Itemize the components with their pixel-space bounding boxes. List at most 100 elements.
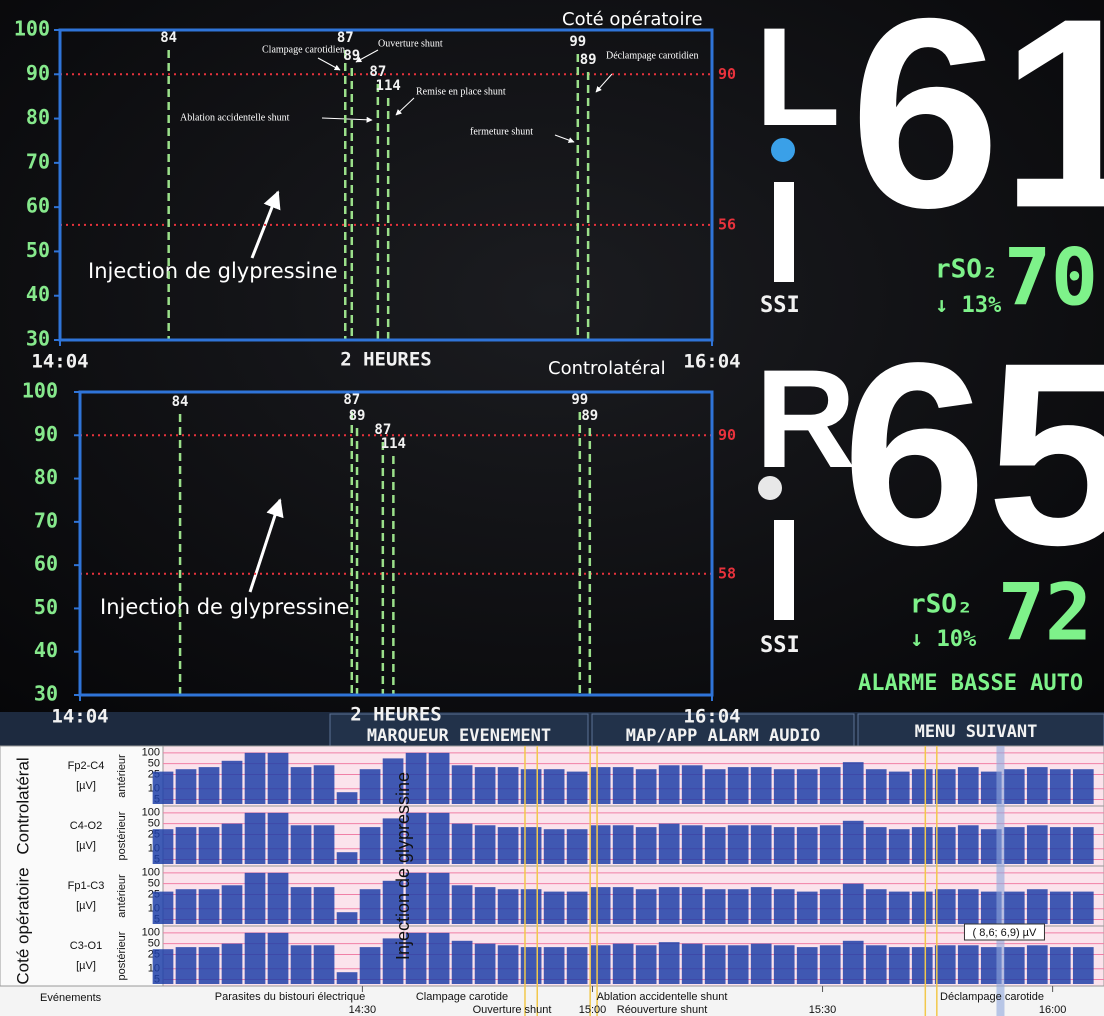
menu-button[interactable]	[857, 713, 1104, 747]
eeg-amplitude	[704, 945, 726, 984]
eeg-amplitude	[474, 825, 496, 864]
eeg-amplitude	[198, 767, 220, 804]
eeg-amplitude	[198, 827, 220, 864]
x-tick-label: 15:30	[809, 1004, 837, 1016]
eeg-amplitude	[727, 767, 749, 804]
eeg-amplitude	[451, 885, 473, 924]
chart-title: Coté opératoire	[562, 9, 703, 30]
eeg-amplitude	[1003, 891, 1025, 924]
channel-name: Fp2-C4	[68, 760, 105, 772]
cursor-tooltip-box	[963, 923, 1045, 941]
eeg-amplitude	[267, 812, 289, 864]
y-tick-label: 80	[26, 105, 50, 129]
eeg-amplitude	[244, 932, 266, 984]
threshold-label: 56	[718, 215, 736, 233]
event-label: Clampage carotide	[416, 991, 508, 1003]
annotation: Ouverture shunt	[378, 38, 443, 49]
eeg-amplitude	[727, 889, 749, 924]
eeg-amplitude	[888, 947, 910, 984]
event-label: Parasites du bistouri électrique	[215, 991, 365, 1003]
eeg-amplitude	[796, 827, 818, 864]
eeg-amplitude	[589, 945, 611, 984]
event-marker-label: 89	[349, 408, 366, 424]
eeg-amplitude	[888, 771, 910, 804]
eeg-amplitude	[727, 945, 749, 984]
y-tick-label: 60	[34, 552, 58, 576]
eeg-amplitude	[198, 947, 220, 984]
eeg-amplitude	[1026, 945, 1048, 984]
info-icon	[771, 138, 795, 162]
eeg-amplitude	[658, 887, 680, 924]
eeg-amplitude	[819, 889, 841, 924]
event-marker-label: 89	[580, 52, 597, 68]
eeg-amplitude	[842, 883, 864, 924]
eeg-amplitude	[1026, 825, 1048, 864]
alarm-label: ALARME BASSE AUTO	[858, 671, 1083, 696]
x-tick-label: 14:04	[51, 706, 108, 728]
eeg-amplitude	[336, 972, 358, 984]
unit-label: [µV]	[76, 780, 96, 792]
eeg-amplitude	[612, 887, 634, 924]
eeg-amplitude	[1072, 891, 1094, 924]
eeg-amplitude	[681, 825, 703, 864]
eeg-amplitude	[612, 825, 634, 864]
x-tick-label: 14:30	[349, 1004, 377, 1016]
menu-button-label[interactable]: MAP/APP ALARM AUDIO	[626, 726, 820, 746]
eeg-amplitude	[382, 880, 404, 924]
y-tick-label: 90	[34, 422, 58, 446]
menu-button[interactable]	[329, 713, 589, 747]
eeg-amplitude	[474, 943, 496, 984]
eeg-amplitude	[428, 932, 450, 984]
eeg-amplitude	[313, 765, 335, 804]
rso2-trend: ↓ 13%	[935, 293, 1002, 318]
event-marker-label: 87	[337, 30, 354, 46]
y-tick-label: 50	[148, 758, 160, 770]
eeg-amplitude	[451, 823, 473, 864]
menu-button-label[interactable]: MENU SUIVANT	[915, 722, 1038, 742]
eeg-amplitude	[750, 887, 772, 924]
eeg-amplitude	[1003, 769, 1025, 804]
y-tick-label: 100	[142, 867, 160, 879]
eeg-amplitude	[842, 820, 864, 864]
status-dot	[758, 476, 782, 500]
x-axis-label: 2 HEURES	[340, 349, 432, 371]
x-tick-label: 16:00	[1039, 1004, 1067, 1016]
arrow	[595, 73, 613, 93]
eeg-amplitude	[244, 812, 266, 864]
x-axis-label: 2 HEURES	[350, 704, 442, 726]
eeg-amplitude	[819, 825, 841, 864]
y-tick-label: 50	[148, 818, 160, 830]
eeg-amplitude	[175, 889, 197, 924]
eeg-amplitude	[497, 827, 519, 864]
eeg-amplitude	[842, 762, 864, 804]
event-marker-label: 84	[172, 394, 189, 410]
side-letter: R	[755, 340, 856, 497]
eeg-amplitude	[957, 825, 979, 864]
event-label: Réouverture shunt	[617, 1004, 708, 1016]
menu-button[interactable]	[591, 713, 855, 747]
group-label: Controlatéral	[13, 757, 32, 854]
eeg-amplitude	[428, 872, 450, 924]
event-marker-label: 99	[569, 34, 586, 50]
menu-button-label[interactable]: MARQUEUR EVENEMENT	[367, 726, 551, 746]
plot-frame	[58, 28, 714, 342]
eeg-amplitude	[658, 823, 680, 864]
y-tick-label: 100	[22, 379, 58, 403]
y-tick-label: 70	[26, 149, 50, 173]
y-tick-label: 40	[26, 282, 50, 306]
eeg-amplitude	[382, 818, 404, 864]
eeg-amplitude	[980, 891, 1002, 924]
y-tick-label: 30	[34, 682, 58, 706]
eeg-amplitude	[244, 872, 266, 924]
eeg-amplitude	[221, 760, 243, 804]
event-label: Ablation accidentelle shunt	[597, 991, 728, 1003]
plot-frame	[78, 390, 714, 697]
y-tick-label: 30	[26, 327, 50, 351]
event-label: Déclampage carotide	[940, 991, 1044, 1003]
eeg-amplitude	[497, 889, 519, 924]
eeg-amplitude	[152, 891, 174, 924]
eeg-amplitude	[980, 771, 1002, 804]
eeg-amplitude	[589, 767, 611, 804]
channel-name: C4-O2	[70, 820, 102, 832]
eeg-amplitude	[842, 940, 864, 984]
